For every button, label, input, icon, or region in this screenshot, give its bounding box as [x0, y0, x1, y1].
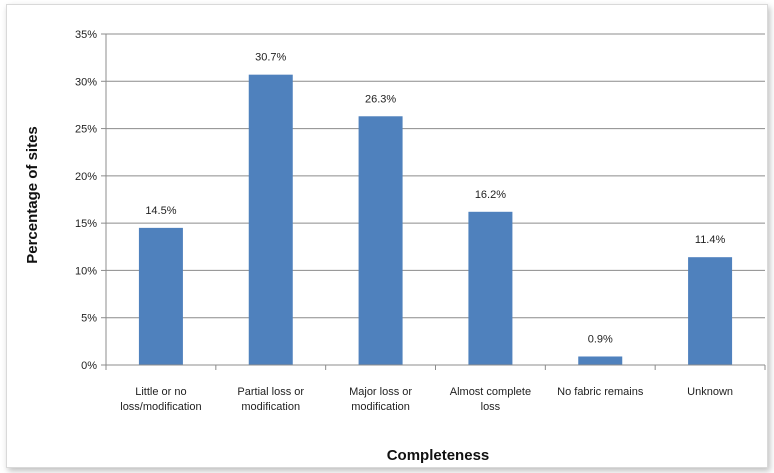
bar: [358, 116, 403, 365]
y-tick-label: 25%: [75, 124, 97, 136]
bar: [578, 356, 623, 365]
x-tick-label: Little or no: [135, 386, 186, 398]
x-tick-label: Partial loss or: [237, 386, 304, 398]
x-tick-label: Unknown: [687, 386, 733, 398]
y-tick-labels: 0% 5% 10% 15% 20% 25% 30% 35%: [75, 29, 97, 372]
data-label: 26.3%: [365, 93, 396, 105]
x-axis-title: Completeness: [387, 447, 490, 464]
y-tick-label: 35%: [75, 29, 97, 41]
y-tick-label: 5%: [81, 313, 97, 325]
bar: [468, 211, 513, 365]
y-tick-label: 10%: [75, 265, 97, 277]
x-tick-label: Almost complete: [450, 386, 531, 398]
y-tick-label: 0%: [81, 360, 97, 372]
x-tick-label: loss/modification: [120, 401, 201, 413]
x-tick-labels: Little or no loss/modification Partial los…: [120, 386, 733, 413]
x-tick-label: loss: [481, 401, 501, 413]
x-tick-label: No fabric remains: [557, 386, 644, 398]
y-tick-label: 30%: [75, 76, 97, 88]
x-tick-label: Major loss or: [349, 386, 412, 398]
x-tick-label: modification: [351, 401, 410, 413]
data-label: 14.5%: [145, 205, 176, 217]
x-tick-label: modification: [241, 401, 300, 413]
data-label: 0.9%: [588, 333, 613, 345]
bar: [138, 227, 183, 365]
bar: [688, 257, 733, 365]
data-labels: 14.5% 30.7% 26.3% 16.2% 0.9% 11.4%: [145, 52, 725, 346]
bar: [248, 74, 293, 365]
data-label: 16.2%: [475, 189, 506, 201]
y-axis-title: Percentage of sites: [24, 126, 41, 264]
data-label: 30.7%: [255, 52, 286, 64]
axes: [101, 33, 766, 370]
data-label: 11.4%: [695, 234, 726, 246]
y-tick-label: 15%: [75, 218, 97, 230]
gridlines: [106, 33, 765, 319]
bars: [138, 74, 733, 365]
y-tick-label: 20%: [75, 171, 97, 183]
